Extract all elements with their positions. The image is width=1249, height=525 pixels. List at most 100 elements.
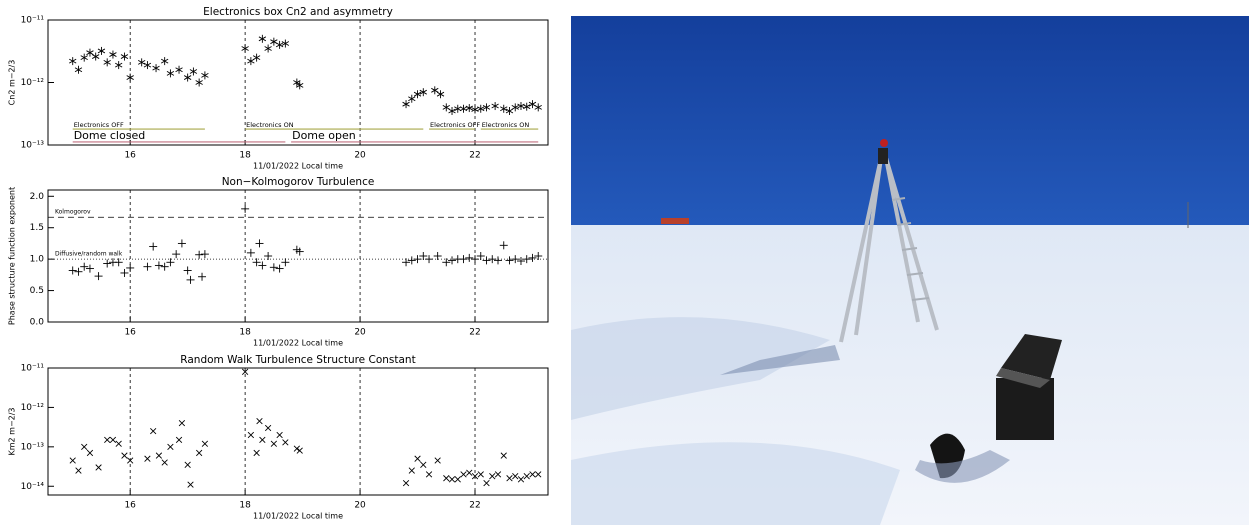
annotation-label: Dome closed [74, 129, 146, 142]
data-point [402, 258, 411, 267]
data-point [86, 449, 94, 457]
data-point [483, 479, 490, 487]
marker-stroke [86, 50, 94, 56]
data-point [149, 242, 158, 251]
marker-stroke [434, 457, 441, 464]
data-point [184, 461, 191, 468]
data-point [95, 464, 102, 471]
data-point [258, 261, 267, 270]
data-point [183, 73, 192, 82]
data-point [241, 368, 249, 375]
data-point [491, 102, 499, 111]
data-point [97, 46, 106, 55]
data-point [465, 104, 473, 113]
marker-stroke [241, 368, 249, 375]
data-point [252, 53, 261, 62]
data-point [264, 252, 273, 260]
marker-stroke [81, 443, 88, 450]
chart-title: Random Walk Turbulence Structure Constan… [180, 354, 415, 366]
data-point [120, 268, 129, 277]
data-point [505, 106, 514, 115]
data-point [489, 473, 496, 480]
marker-stroke [75, 467, 82, 474]
data-point [114, 258, 123, 267]
data-point [270, 37, 278, 46]
data-point [264, 424, 272, 432]
y-axis-label: Cn2 m−2/3 [8, 60, 17, 106]
data-point [196, 449, 203, 457]
x-tick-label: 18 [239, 151, 251, 161]
data-point [454, 104, 462, 113]
data-point [75, 467, 82, 474]
data-point [247, 57, 255, 66]
data-point [201, 71, 209, 80]
data-point [256, 417, 263, 425]
annotation-label: Dome open [292, 129, 356, 142]
x-tick-label: 22 [469, 328, 480, 338]
data-point [425, 255, 434, 264]
marker-stroke [247, 58, 255, 64]
data-point [276, 431, 283, 439]
data-point [522, 255, 531, 264]
data-point [296, 81, 304, 90]
marker-stroke [178, 419, 186, 427]
plot-frame [47, 367, 549, 496]
y-tick-label: 0.0 [30, 318, 45, 328]
data-point [282, 439, 289, 446]
data-point [494, 256, 502, 265]
marker-stroke [293, 445, 300, 452]
data-point [166, 258, 175, 267]
marker-stroke [535, 471, 542, 478]
data-point [471, 105, 479, 114]
marker-stroke [293, 80, 301, 85]
data-point [109, 436, 117, 444]
data-point [127, 457, 134, 464]
marker-stroke [80, 55, 88, 61]
data-point [425, 471, 433, 478]
marker-stroke [425, 471, 433, 478]
data-point [535, 471, 542, 478]
marker-stroke [69, 457, 76, 464]
y-tick-label: 10⁻¹⁴ [21, 482, 45, 492]
chart-title: Non−Kolmogorov Turbulence [222, 176, 375, 188]
marker-stroke [258, 36, 267, 42]
data-point [109, 50, 117, 59]
data-point [488, 255, 497, 264]
data-point [529, 471, 536, 478]
marker-stroke [150, 428, 157, 435]
marker-stroke [201, 440, 209, 447]
x-tick-label: 22 [469, 151, 480, 161]
marker-stroke [166, 70, 175, 76]
marker-stroke [402, 479, 410, 487]
data-point [505, 256, 514, 265]
data-point [69, 57, 77, 66]
data-point [419, 252, 428, 260]
marker-stroke [529, 471, 536, 478]
marker-stroke [483, 479, 490, 487]
marker-stroke [489, 473, 496, 480]
y-tick-label: 10⁻¹² [21, 403, 45, 413]
data-point [448, 256, 457, 265]
plot-frame [47, 189, 549, 323]
data-point [482, 256, 491, 265]
marker-stroke [103, 59, 111, 65]
marker-stroke [511, 104, 519, 110]
data-point [200, 250, 209, 259]
marker-stroke [454, 106, 462, 112]
reference-label: Diffusive/random walk [55, 251, 123, 258]
marker-stroke [247, 431, 255, 439]
data-point [523, 102, 531, 111]
marker-stroke [253, 449, 260, 457]
marker-stroke [459, 106, 468, 112]
marker-stroke [184, 461, 191, 468]
data-point [414, 455, 421, 462]
data-point [534, 252, 543, 260]
marker-stroke [523, 104, 531, 110]
marker-stroke [402, 101, 410, 107]
data-point [476, 252, 485, 260]
marker-stroke [187, 481, 194, 488]
data-point [413, 90, 422, 99]
data-point [241, 204, 250, 213]
marker-stroke [121, 452, 128, 459]
data-point [94, 272, 103, 281]
